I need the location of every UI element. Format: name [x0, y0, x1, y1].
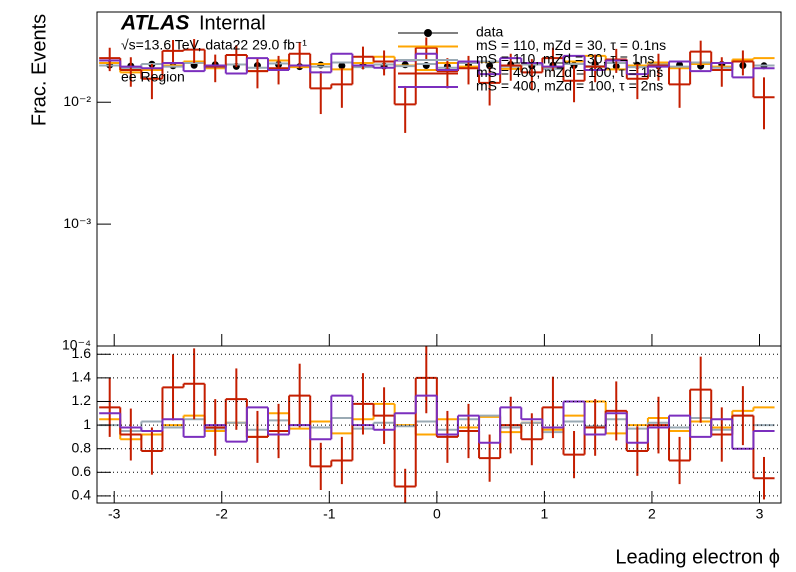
y-tick-label: 0.8	[72, 439, 92, 455]
x-tick-label: 0	[433, 506, 441, 522]
y-tick-label: 1.2	[72, 392, 92, 408]
x-tick-label: 2	[648, 506, 656, 522]
y-axis-label: Frac. Events	[28, 14, 50, 126]
legend-label: mS = 400, mZd = 100, τ = 2ns	[476, 78, 663, 94]
plot-area	[99, 37, 775, 133]
y-tick-label: 10⁻³	[63, 215, 91, 231]
x-tick-label: -1	[323, 506, 336, 522]
series	[99, 394, 775, 450]
y-tick-label: 10⁻²	[63, 93, 91, 109]
y-tick-label: 0.6	[72, 463, 92, 479]
annotation: √s=13.6 TeV, data22 29.0 fb⁻¹	[121, 37, 307, 53]
plot-area	[99, 346, 775, 503]
y-tick-label: 1	[83, 416, 91, 432]
legend-marker	[424, 29, 432, 37]
annotation: Internal	[199, 12, 266, 34]
legend-label: mS = 110, mZd = 30, τ = 0.1ns	[476, 37, 666, 53]
y-tick-label: 0.4	[72, 487, 92, 503]
y-tick-label: 10⁻⁴	[62, 337, 91, 353]
annotation: ee Region	[121, 69, 185, 85]
x-tick-label: -2	[216, 506, 229, 522]
data-point	[486, 62, 494, 70]
legend-label: data	[476, 24, 503, 40]
x-axis-label: Leading electron ϕ	[615, 546, 780, 568]
data-point	[338, 62, 346, 70]
x-tick-label: 1	[540, 506, 548, 522]
annotation: ATLAS	[120, 12, 189, 35]
legend-label: mS = 110, mZd = 30, τ = 1ns	[476, 51, 654, 67]
step-riser	[119, 53, 755, 78]
x-tick-label: 3	[756, 506, 764, 522]
legend-label: mS = 400, mZd = 100, τ = 1ns	[476, 64, 663, 80]
x-tick-label: -3	[108, 506, 121, 522]
panel-frame	[96, 345, 782, 504]
step-riser	[119, 395, 755, 449]
y-tick-label: 1.4	[72, 369, 92, 385]
y-tick-label: 1.6	[72, 345, 92, 361]
